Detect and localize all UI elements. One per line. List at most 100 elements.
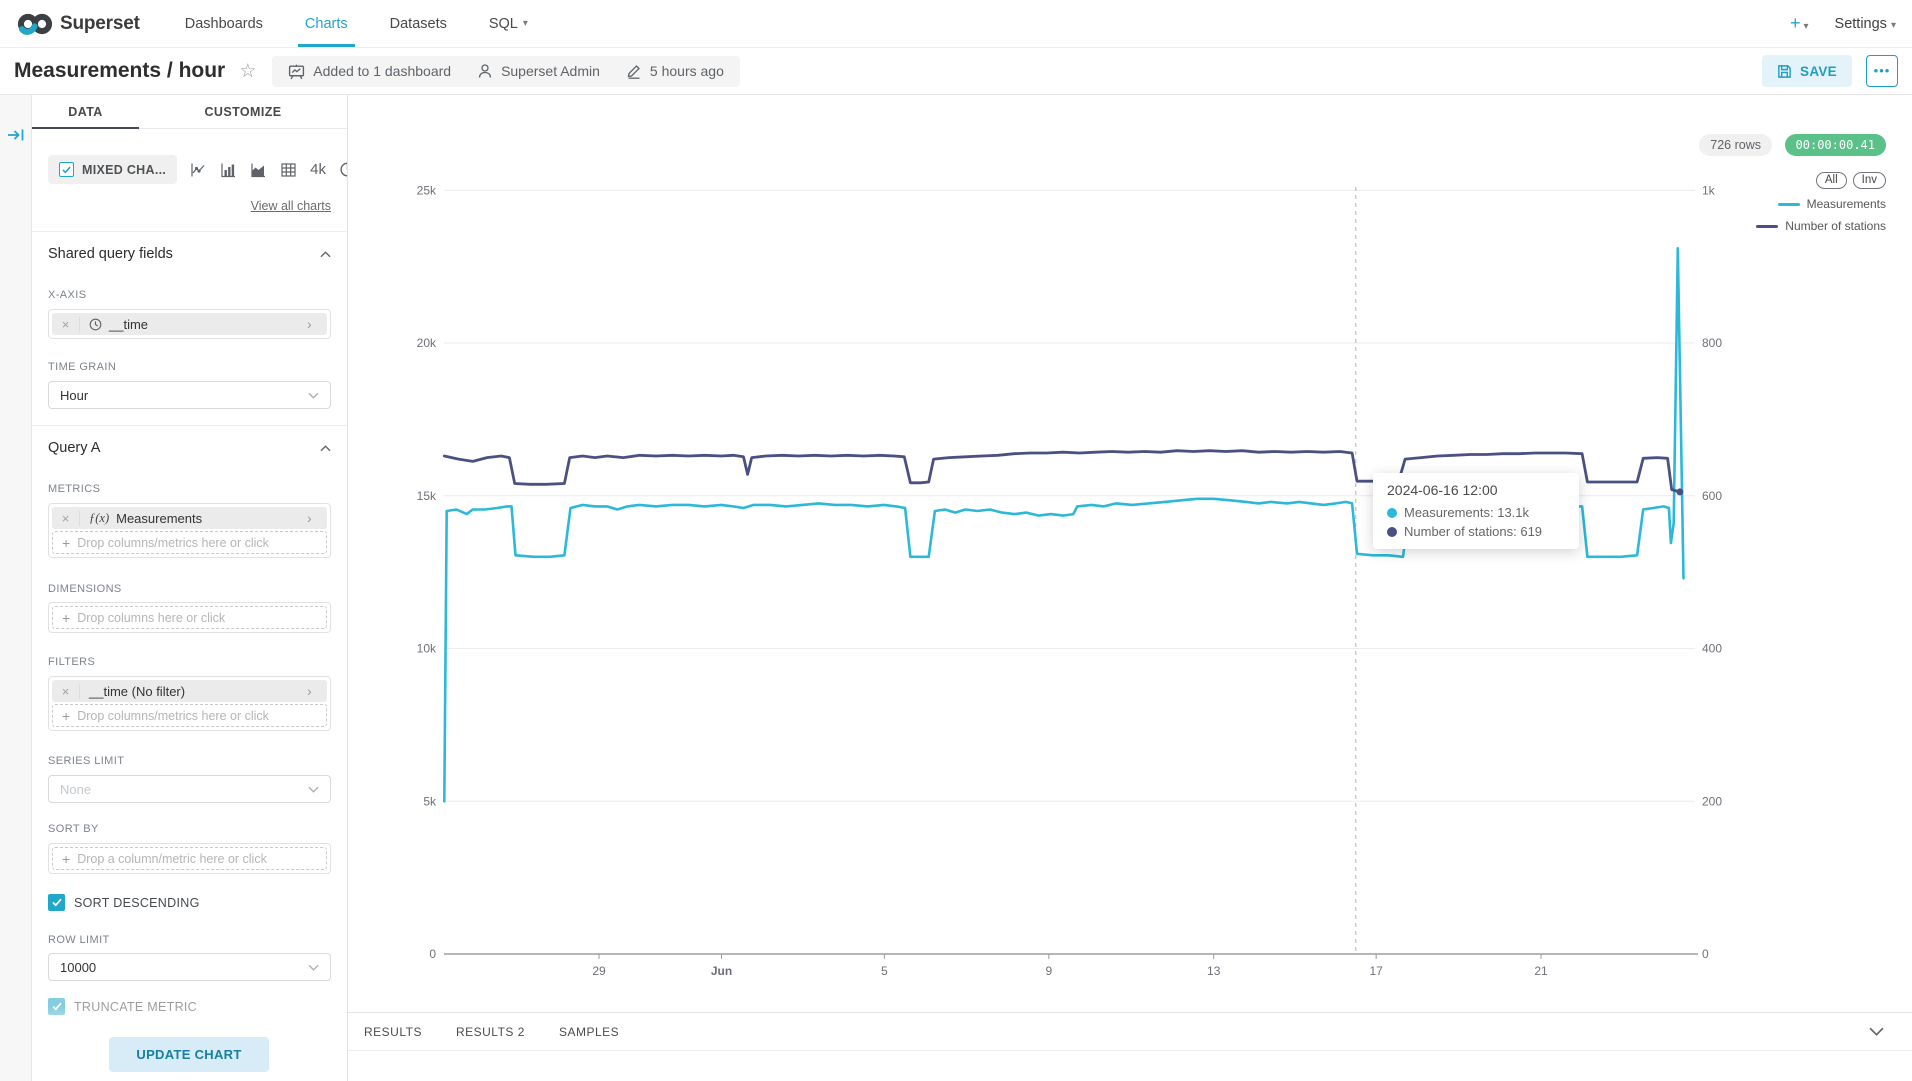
nav-item-dashboards[interactable]: Dashboards (184, 15, 263, 32)
save-button[interactable]: SAVE (1762, 55, 1852, 87)
row-count-badge: 726 rows (1699, 134, 1772, 156)
remove-icon[interactable]: × (52, 510, 80, 526)
tab-samples[interactable]: SAMPLES (558, 1024, 620, 1039)
divider (32, 425, 347, 426)
chevron-down-icon (308, 964, 319, 971)
chevron-down-icon (308, 392, 319, 399)
time-grain-select[interactable]: Hour (48, 381, 331, 409)
infinity-logo-icon (17, 13, 53, 35)
fx-icon: ƒ(x) (89, 510, 110, 525)
y-axis-label-left: 15k (417, 489, 437, 503)
sort-by-dropzone[interactable]: + Drop a column/metric here or click (52, 847, 327, 870)
favorite-star-icon[interactable]: ☆ (239, 60, 257, 82)
chevron-right-icon[interactable]: › (307, 683, 312, 699)
caret-down-icon: ▾ (1890, 19, 1896, 31)
viz-type-4k[interactable]: 4k (310, 161, 327, 178)
x-axis-control: × __time › (48, 309, 331, 339)
x-axis-field[interactable]: × __time › (52, 313, 327, 335)
chart-canvas[interactable]: 0 0 5k 200 10k 400 15k 600 20k 800 25k 1k 29 Jun 5 9 13 1… (348, 95, 1912, 1012)
dimensions-dropzone[interactable]: + Drop columns here or click (52, 606, 327, 629)
y-axis-label-right: 0 (1702, 947, 1709, 961)
nav-item-sql[interactable]: SQL ▾ (488, 15, 528, 32)
chart-meta-badges: Added to 1 dashboard Superset Admin 5 ho… (272, 55, 740, 87)
superset-logo[interactable]: Superset (16, 10, 140, 38)
divider (32, 231, 347, 232)
x-axis-label: 17 (1369, 964, 1383, 978)
metrics-dropzone[interactable]: + Drop columns/metrics here or click (52, 531, 327, 554)
bar-chart-icon[interactable] (220, 162, 237, 178)
plus-icon: + (62, 534, 71, 551)
chart-title[interactable]: Measurements / hour (14, 59, 226, 82)
navbar: Superset Dashboards Charts Datasets SQL ▾… (0, 0, 1912, 48)
x-axis-label: 9 (1045, 964, 1052, 978)
legend-all-button[interactable]: All (1815, 172, 1847, 189)
plus-icon: + (62, 707, 71, 724)
view-all-charts-link[interactable]: View all charts (250, 199, 331, 213)
chart-header: Measurements / hour ☆ Added to 1 dashboa… (0, 48, 1912, 95)
new-menu-button[interactable]: + ▾ (1789, 13, 1809, 33)
tab-results[interactable]: RESULTS (364, 1024, 422, 1039)
sort-by-control: + Drop a column/metric here or click (48, 843, 331, 874)
tooltip-row-number-of-stations: Number of stations: 619 (1387, 524, 1565, 539)
filters-dropzone[interactable]: + Drop columns/metrics here or click (52, 704, 327, 727)
last-modified-badge: 5 hours ago (626, 63, 724, 79)
sort-descending-row: SORT DESCENDING (48, 894, 331, 911)
area-chart-icon[interactable] (250, 162, 267, 178)
tab-data[interactable]: DATA (32, 95, 139, 129)
row-limit-label: ROW LIMIT (48, 934, 110, 946)
nav-item-charts[interactable]: Charts (288, 0, 365, 47)
line-chart-icon[interactable] (190, 162, 207, 178)
dimensions-control: + Drop columns here or click (48, 602, 331, 633)
metric-measurements[interactable]: × ƒ(x) Measurements › (52, 507, 327, 529)
series-limit-select[interactable]: None (48, 775, 331, 803)
caret-down-icon: ▾ (522, 18, 528, 29)
chevron-up-icon[interactable] (320, 444, 331, 452)
save-floppy-icon (1778, 64, 1791, 78)
dashboard-count-badge: Added to 1 dashboard (288, 63, 451, 80)
table-icon[interactable] (280, 162, 297, 178)
chevron-right-icon[interactable]: › (307, 510, 312, 526)
tab-customize[interactable]: CUSTOMIZE (204, 104, 282, 119)
filter-time-no-filter[interactable]: × __time (No filter) › (52, 680, 327, 702)
pencil-edit-icon (627, 65, 640, 79)
filters-label: FILTERS (48, 656, 96, 668)
y-axis-label-left: 20k (417, 336, 437, 350)
legend-swatch (1756, 224, 1779, 228)
panel-footer: UPDATE CHART (32, 1007, 346, 1081)
owner-badge: Superset Admin (477, 63, 600, 79)
viz-type-chip-mixed-chart[interactable]: MIXED CHA... (48, 155, 178, 184)
y-axis-label-right: 600 (1702, 489, 1722, 503)
row-limit-select[interactable]: 10000 (48, 953, 331, 981)
sort-descending-checkbox[interactable] (48, 894, 65, 911)
header-actions: SAVE ••• (1762, 55, 1898, 87)
expand-datasource-panel-icon[interactable] (7, 127, 25, 148)
control-panel: DATA CUSTOMIZE MIXED CHA... 4k View all … (32, 95, 348, 1081)
plus-icon: + (62, 850, 71, 867)
update-chart-button[interactable]: UPDATE CHART (109, 1037, 269, 1072)
dimensions-label: DIMENSIONS (48, 583, 122, 595)
legend-inverse-button[interactable]: Inv (1852, 172, 1886, 189)
user-icon (478, 64, 492, 78)
time-grain-label: TIME GRAIN (48, 361, 117, 373)
pie-chart-icon[interactable] (339, 161, 347, 178)
series-dot-icon (1387, 507, 1397, 518)
more-actions-button[interactable]: ••• (1866, 55, 1898, 87)
chevron-right-icon[interactable]: › (307, 316, 312, 332)
tab-results-2[interactable]: RESULTS 2 (455, 1024, 525, 1039)
chart-legend: All Inv Measurements Number of stations (1756, 172, 1886, 233)
settings-menu-button[interactable]: Settings ▾ (1834, 15, 1896, 32)
legend-item-number-of-stations[interactable]: Number of stations (1756, 219, 1886, 233)
metrics-label: METRICS (48, 483, 101, 495)
viz-type-row: MIXED CHA... 4k (48, 155, 347, 184)
y-axis-label-left: 10k (417, 642, 437, 656)
filters-control: × __time (No filter) › + Drop columns/met… (48, 676, 331, 731)
y-axis-label-left: 5k (423, 794, 437, 808)
nav-links: Dashboards Charts Datasets SQL ▾ (168, 0, 545, 47)
legend-item-measurements[interactable]: Measurements (1777, 197, 1886, 211)
remove-icon[interactable]: × (52, 683, 80, 699)
chevron-up-icon[interactable] (320, 250, 331, 258)
remove-icon[interactable]: × (52, 316, 80, 332)
nav-item-datasets[interactable]: Datasets (389, 15, 447, 32)
series-dot-icon (1387, 526, 1397, 537)
collapse-results-chevron-icon[interactable] (1869, 1023, 1884, 1041)
